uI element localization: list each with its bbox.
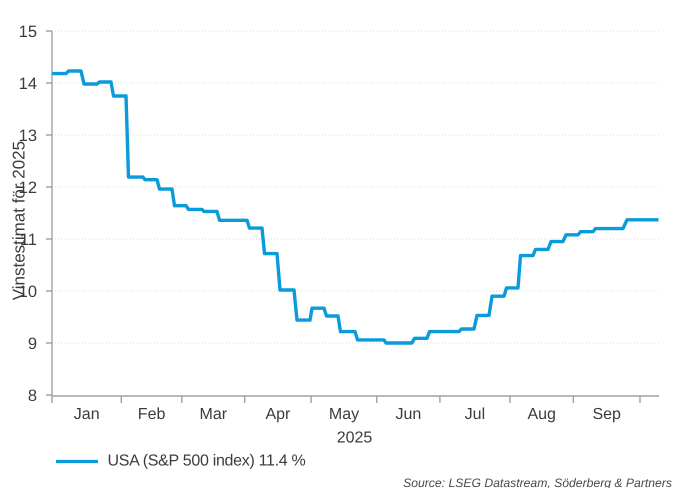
svg-text:Mar: Mar xyxy=(200,406,228,423)
svg-text:May: May xyxy=(329,406,359,423)
svg-text:Source: LSEG Datastream, Söder: Source: LSEG Datastream, Söderberg & Par… xyxy=(403,476,672,488)
svg-text:13: 13 xyxy=(19,127,37,145)
svg-text:Vinstestimat för 2025: Vinstestimat för 2025 xyxy=(9,141,28,300)
svg-text:9: 9 xyxy=(28,335,37,353)
svg-text:10: 10 xyxy=(19,283,37,301)
svg-text:12: 12 xyxy=(19,179,37,197)
svg-text:USA (S&P 500 index) 11.4 %: USA (S&P 500 index) 11.4 % xyxy=(108,453,306,470)
svg-text:Jan: Jan xyxy=(74,406,100,423)
svg-text:Jul: Jul xyxy=(465,406,485,423)
svg-text:Apr: Apr xyxy=(265,406,291,423)
svg-text:14: 14 xyxy=(19,75,37,93)
svg-text:11: 11 xyxy=(20,231,37,249)
svg-text:Aug: Aug xyxy=(527,406,555,423)
svg-text:8: 8 xyxy=(28,387,37,405)
svg-text:Sep: Sep xyxy=(592,406,621,423)
svg-text:Jun: Jun xyxy=(396,406,422,423)
svg-text:Feb: Feb xyxy=(138,406,166,423)
svg-text:2025: 2025 xyxy=(337,430,373,447)
svg-text:15: 15 xyxy=(19,23,37,41)
